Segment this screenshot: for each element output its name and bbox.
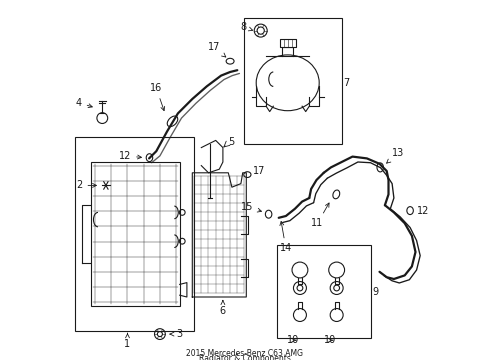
Bar — [276, 245, 370, 338]
Bar — [279, 39, 295, 47]
Text: 11: 11 — [311, 203, 328, 228]
Text: 3: 3 — [170, 329, 182, 339]
Bar — [91, 162, 179, 306]
Text: 10: 10 — [286, 335, 299, 345]
Text: 12: 12 — [416, 206, 429, 216]
Text: 5: 5 — [228, 137, 234, 147]
Text: 17: 17 — [207, 42, 225, 57]
Text: 12: 12 — [119, 151, 141, 161]
Text: Radiator & Components: Radiator & Components — [198, 354, 290, 360]
Text: 17: 17 — [252, 166, 264, 176]
Text: 9: 9 — [371, 287, 378, 297]
Text: 7: 7 — [343, 78, 349, 88]
Text: 16: 16 — [150, 83, 164, 111]
Bar — [244, 18, 341, 144]
Text: 2: 2 — [76, 180, 96, 190]
Text: 14: 14 — [279, 221, 291, 253]
Text: 2015 Mercedes-Benz C63 AMG: 2015 Mercedes-Benz C63 AMG — [185, 349, 303, 358]
Text: 6: 6 — [220, 301, 225, 316]
Bar — [75, 137, 194, 331]
Text: 4: 4 — [76, 98, 92, 108]
Text: 1: 1 — [124, 333, 130, 349]
Text: 8: 8 — [240, 22, 252, 32]
Text: 10: 10 — [324, 335, 336, 345]
Text: 15: 15 — [241, 202, 261, 212]
Text: 13: 13 — [386, 148, 404, 163]
